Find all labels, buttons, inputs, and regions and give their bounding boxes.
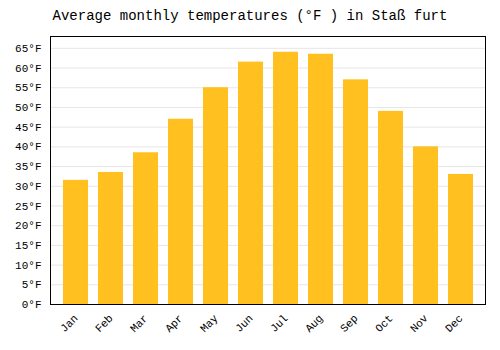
svg-text:Jan: Jan <box>58 312 80 334</box>
svg-text:Sep: Sep <box>338 312 360 334</box>
svg-text:0°F: 0°F <box>22 299 42 311</box>
svg-text:Feb: Feb <box>93 312 115 334</box>
svg-text:30°F: 30°F <box>15 181 41 193</box>
html-text:Average monthly temperatures (: Average monthly temperatures (°F ) in St… <box>52 8 448 24</box>
svg-text:55°F: 55°F <box>15 82 41 94</box>
svg-text:45°F: 45°F <box>15 122 41 134</box>
svg-text:25°F: 25°F <box>15 200 41 212</box>
svg-text:50°F: 50°F <box>15 102 41 114</box>
svg-text:40°F: 40°F <box>15 141 41 153</box>
svg-text:60°F: 60°F <box>15 63 41 75</box>
svg-text:Oct: Oct <box>373 312 395 334</box>
svg-text:20°F: 20°F <box>15 220 41 232</box>
svg-text:Mar: Mar <box>128 312 150 334</box>
svg-text:Jun: Jun <box>233 312 255 334</box>
svg-text:35°F: 35°F <box>15 161 41 173</box>
svg-text:May: May <box>198 312 221 335</box>
svg-text:Jul: Jul <box>268 312 290 334</box>
svg-text:65°F: 65°F <box>15 43 41 55</box>
svg-text:Nov: Nov <box>408 312 431 335</box>
svg-text:Apr: Apr <box>163 312 185 334</box>
svg-text:5°F: 5°F <box>22 279 42 291</box>
svg-text:Dec: Dec <box>443 312 465 334</box>
svg-text:10°F: 10°F <box>15 260 41 272</box>
svg-text:15°F: 15°F <box>15 240 41 252</box>
svg-text:Aug: Aug <box>303 312 325 334</box>
